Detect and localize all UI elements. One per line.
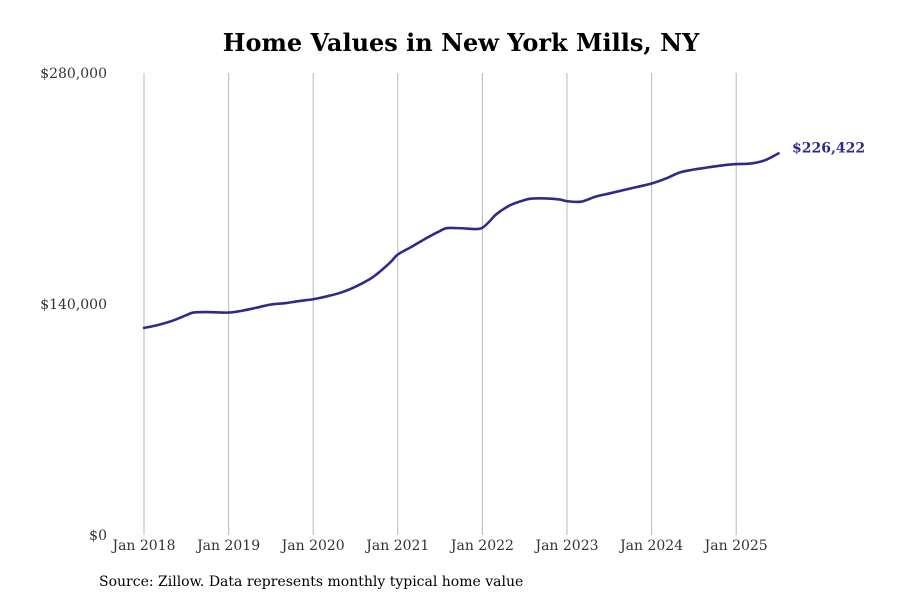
chart-title: Home Values in New York Mills, NY bbox=[222, 28, 700, 57]
source-note: Source: Zillow. Data represents monthly … bbox=[99, 574, 524, 590]
y-tick-label: $280,000 bbox=[40, 66, 107, 82]
x-tick-label: Jan 2025 bbox=[703, 538, 768, 554]
end-value-label: $226,422 bbox=[792, 140, 865, 156]
y-axis-tick-labels: $0 $140,000 $280,000 bbox=[40, 66, 107, 544]
home-value-series-line bbox=[142, 152, 780, 330]
x-tick-label: Jan 2019 bbox=[195, 538, 260, 554]
grid-lines bbox=[143, 73, 737, 535]
x-tick-label: Jan 2021 bbox=[364, 538, 429, 554]
x-tick-label: Jan 2024 bbox=[618, 538, 683, 554]
x-tick-label: Jan 2023 bbox=[533, 538, 598, 554]
series-layer bbox=[142, 152, 780, 330]
y-tick-label: $0 bbox=[89, 528, 107, 544]
x-tick-label: Jan 2018 bbox=[110, 538, 175, 554]
end-value-label-layer: $226,422 bbox=[792, 140, 865, 156]
y-tick-label: $140,000 bbox=[40, 297, 107, 313]
x-tick-label: Jan 2020 bbox=[280, 538, 345, 554]
x-tick-label: Jan 2022 bbox=[449, 538, 514, 554]
x-axis-tick-labels: Jan 2018 Jan 2019 Jan 2020 Jan 2021 Jan 2022… bbox=[110, 538, 767, 554]
